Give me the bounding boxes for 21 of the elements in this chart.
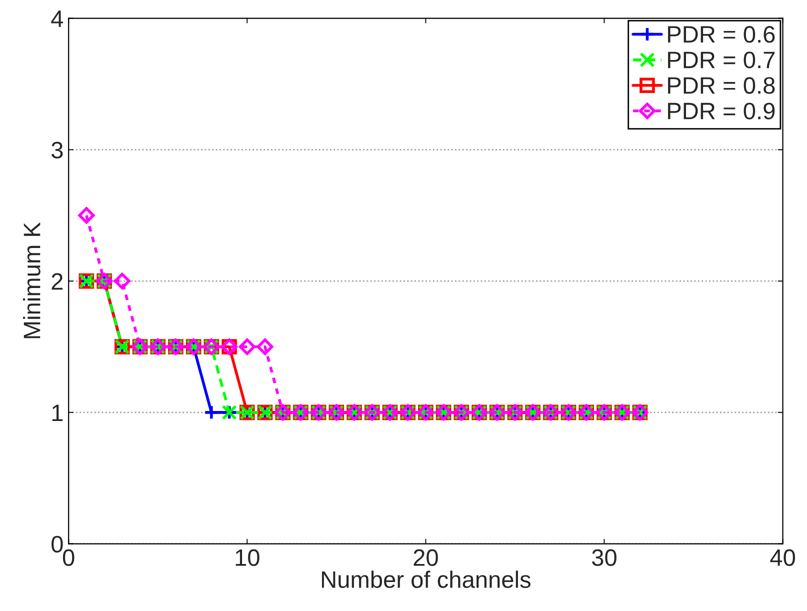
y-tick-label: 3 — [52, 142, 63, 158]
y-axis-title: Minimum K — [23, 222, 40, 338]
y-tick-label: 1 — [52, 404, 63, 421]
legend-label: PDR = 0.7 — [668, 52, 775, 68]
point — [78, 207, 95, 224]
x-tick-label: 0 — [62, 549, 74, 566]
legend-label: PDR = 0.9 — [668, 102, 775, 120]
legend-label: PDR = 0.6 — [668, 26, 775, 43]
x-axis-title: Number of channels — [322, 570, 530, 588]
y-tick-label: 2 — [52, 273, 63, 290]
legend-label: PDR = 0.8 — [668, 77, 775, 94]
point — [204, 404, 220, 420]
point — [114, 272, 130, 290]
x-tick-label: 40 — [770, 549, 795, 566]
point — [256, 338, 274, 356]
point — [238, 338, 256, 356]
x-tick-label: 20 — [414, 549, 438, 566]
x-tick-label: 10 — [236, 549, 260, 566]
y-tick-label: 4 — [51, 10, 64, 27]
x-tick-label: 30 — [592, 549, 616, 566]
y-tick-label: 0 — [52, 536, 63, 553]
